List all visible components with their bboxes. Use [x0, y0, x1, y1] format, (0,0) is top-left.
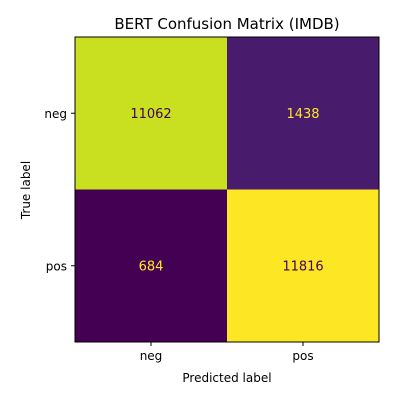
matrix-cell-pos-neg [75, 189, 228, 343]
plot-frame [74, 36, 380, 343]
matrix-cell-labels: 11062 1438 684 11816 [130, 107, 323, 275]
matrix-cells [75, 37, 380, 343]
y-tick-label: neg [44, 107, 67, 121]
cell-value-label: 11062 [130, 107, 171, 122]
chart-title: BERT Confusion Matrix (IMDB) [114, 15, 339, 33]
y-tick-label: pos [46, 259, 67, 273]
cell-value-label: 684 [139, 259, 164, 274]
x-axis-ticks: neg pos [140, 342, 314, 363]
x-axis-label: Predicted label [182, 371, 271, 385]
y-axis-label: True label [19, 161, 33, 220]
matrix-cell-neg-neg [75, 37, 228, 190]
x-tick-label: pos [292, 349, 313, 363]
cell-value-label: 1438 [286, 107, 319, 122]
matrix-cell-neg-pos [227, 37, 380, 190]
matrix-cell-pos-pos [227, 189, 380, 343]
cell-value-label: 11816 [282, 259, 323, 274]
y-axis-ticks: neg pos [44, 107, 75, 273]
x-tick-label: neg [140, 349, 163, 363]
